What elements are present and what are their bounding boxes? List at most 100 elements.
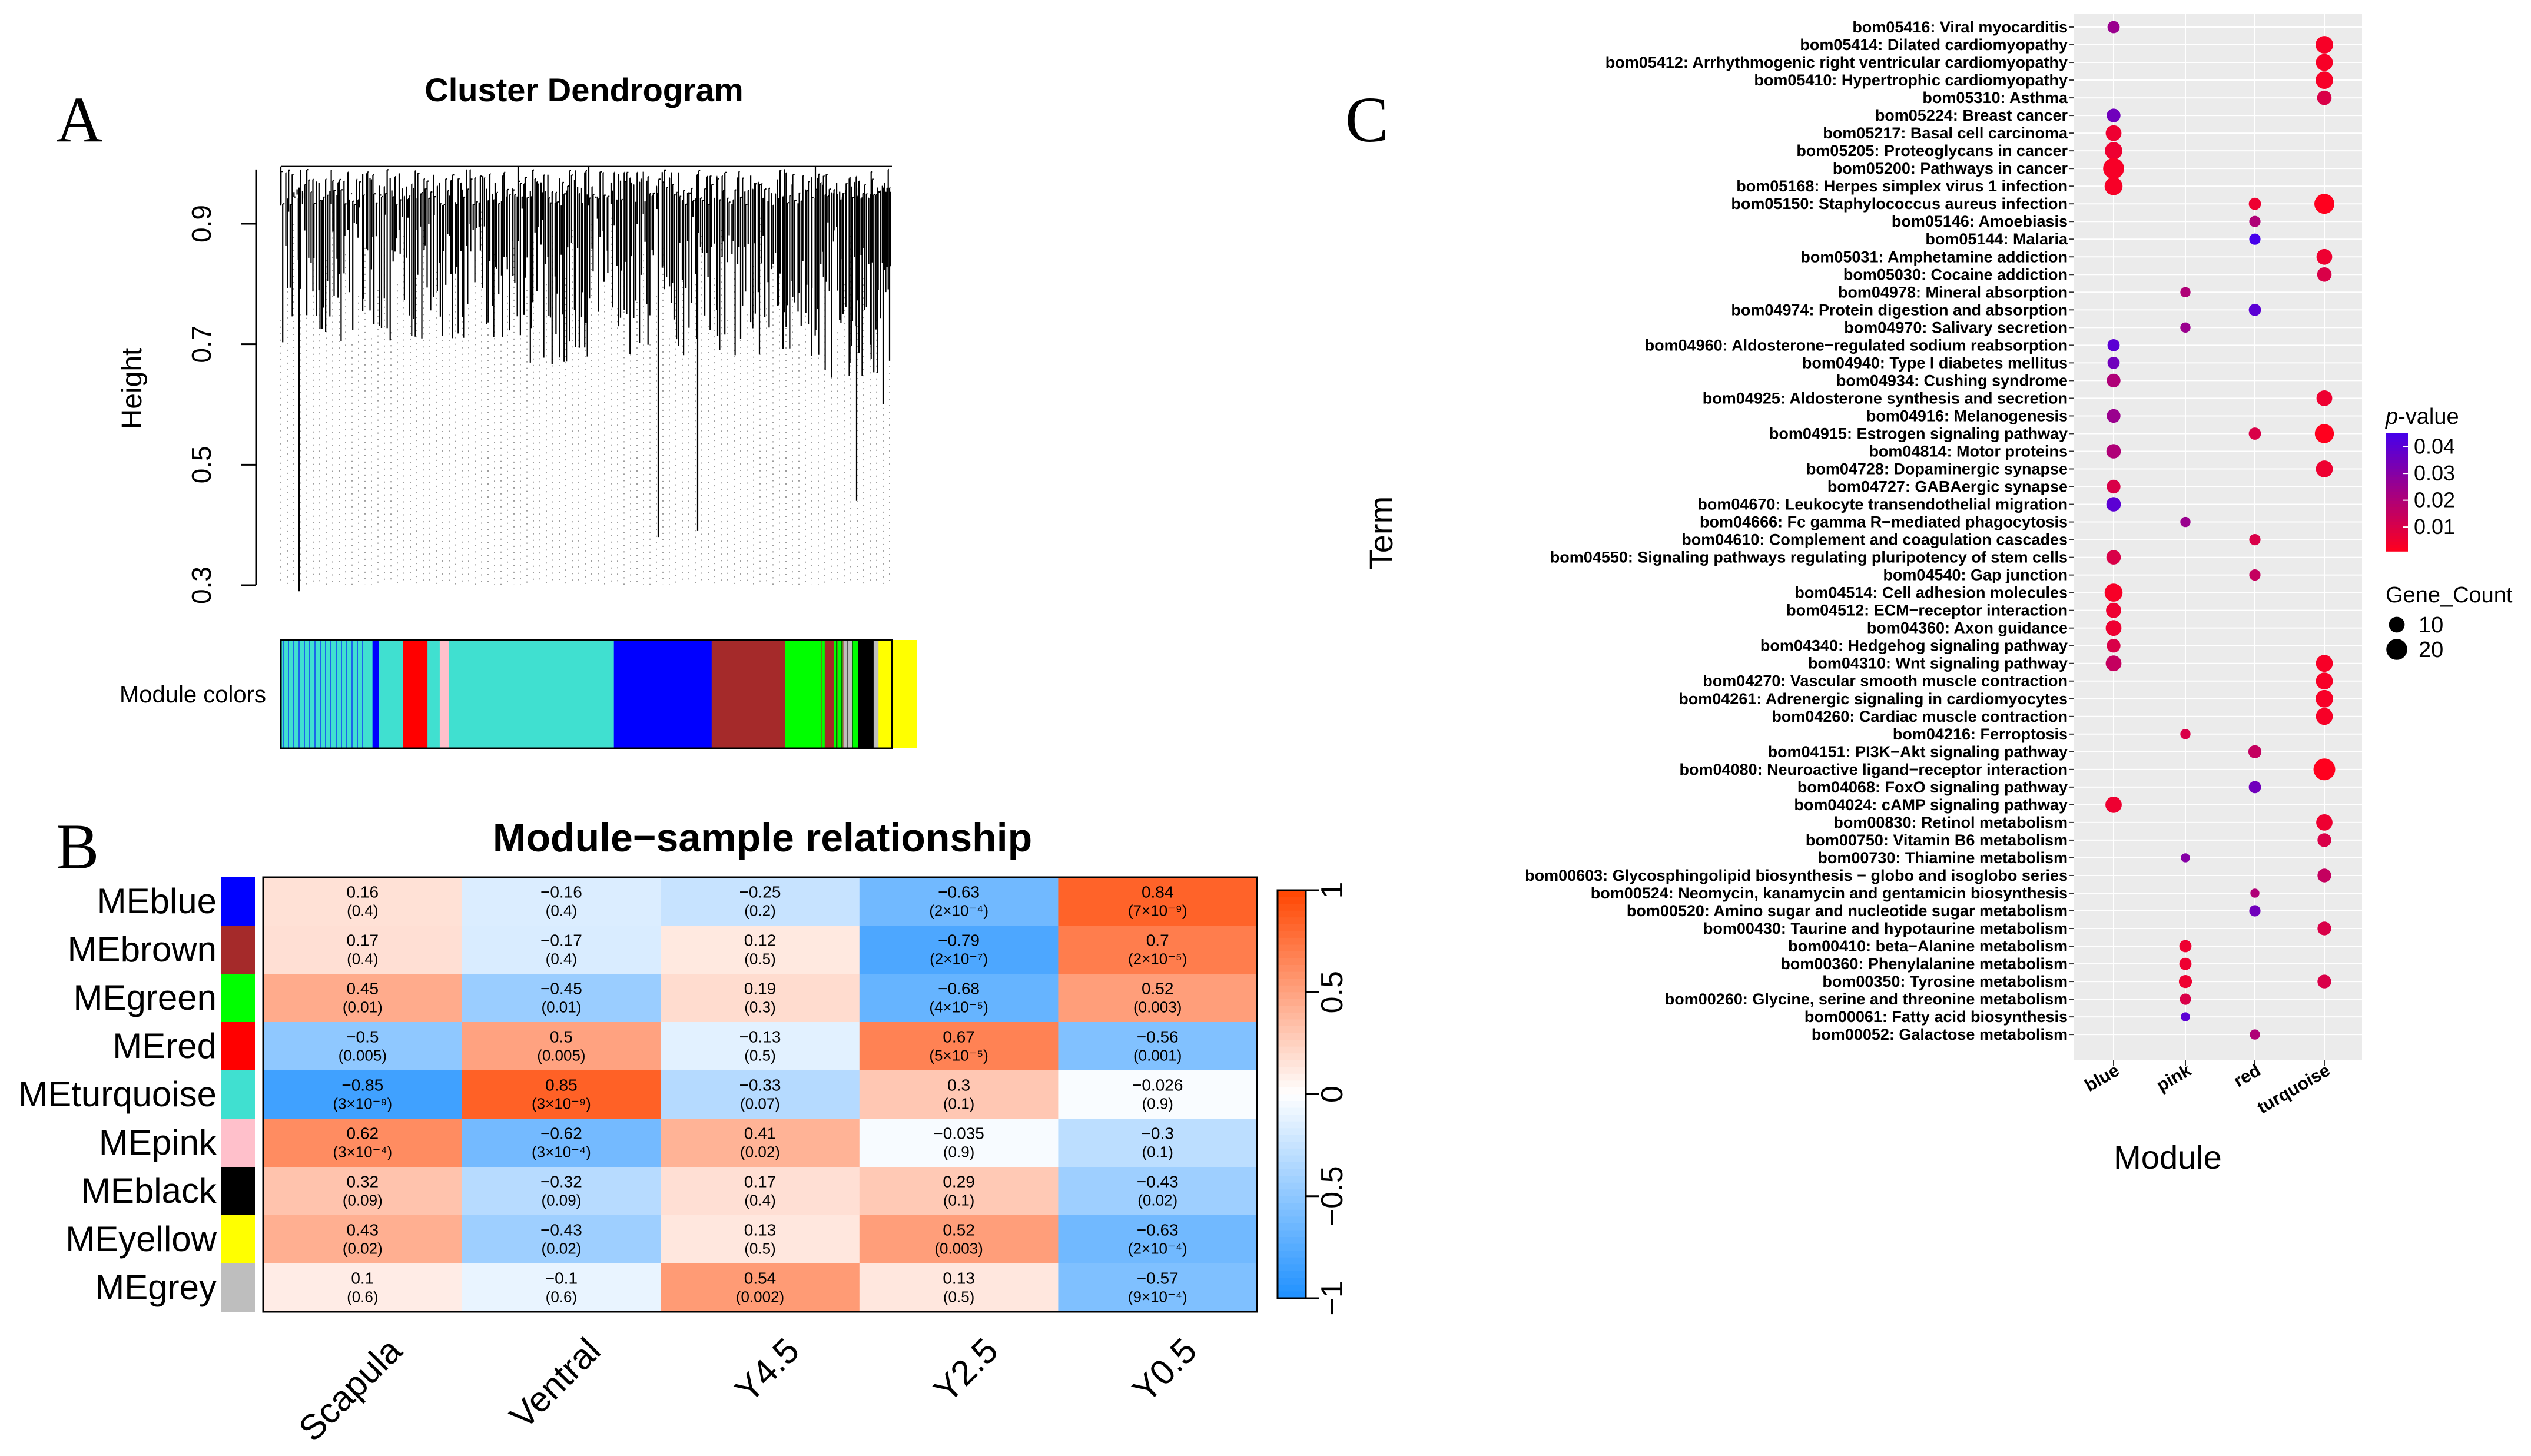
dotplot-term-label: bom04340: Hedgehog signaling pathway xyxy=(1760,637,2068,655)
dotplot-term-label: bom04960: Aldosterone−regulated sodium r… xyxy=(1645,336,2068,354)
heatmap-cells: 0.16(0.4)−0.16(0.4)−0.25(0.2)−0.63(2×10⁻… xyxy=(262,876,1258,1313)
colorbar-step xyxy=(1278,1257,1306,1265)
legend-p-tick-label: 0.03 xyxy=(2414,461,2455,485)
heatmap-cell xyxy=(462,1022,661,1071)
dotplot-point xyxy=(2250,888,2260,898)
dotplot-point xyxy=(2180,322,2191,333)
colorbar-step xyxy=(1278,1060,1306,1068)
heatmap-cell-pvalue: (4×10⁻⁵) xyxy=(929,999,988,1016)
heatmap-cell xyxy=(462,1167,661,1216)
dotplot-term-label: bom04080: Neuroactive ligand−receptor in… xyxy=(1680,761,2068,778)
dotplot-term-label: bom04925: Aldosterone synthesis and secr… xyxy=(1703,389,2068,407)
legend-p-gradient-step xyxy=(2386,489,2408,493)
heatmap-row-label: MEgrey xyxy=(95,1268,217,1307)
heatmap-cell xyxy=(462,1263,661,1312)
dotplot-point xyxy=(2181,1012,2190,1021)
legend-p-gradient-step xyxy=(2386,457,2408,460)
colorbar-tick-label: 1 xyxy=(1315,882,1349,899)
dotplot-point xyxy=(2181,853,2190,863)
dotplot-point xyxy=(2107,108,2121,122)
legend-p-gradient-step xyxy=(2386,525,2408,528)
legend-p-gradient-step xyxy=(2386,433,2408,437)
dotplot-term-label: bom00524: Neomycin, kanamycin and gentam… xyxy=(1591,884,2068,902)
heatmap-column-label: Ventral xyxy=(502,1331,608,1436)
dotplot-term-label: bom04728: Dopaminergic synapse xyxy=(1806,460,2068,478)
colorbar-step xyxy=(1278,951,1306,959)
heatmap-cell xyxy=(1058,1215,1258,1264)
legend-p-gradient-step xyxy=(2386,542,2408,546)
heatmap-cell-value: −0.32 xyxy=(540,1172,582,1190)
legend-p-gradient-step xyxy=(2386,472,2408,475)
legend-p-italic: p xyxy=(2385,404,2398,429)
dotplot-point xyxy=(2316,672,2333,690)
heatmap-cell-value: 0.13 xyxy=(943,1269,975,1287)
legend-p-gradient-step xyxy=(2386,501,2408,505)
dendrogram-y-tick-label: 0.5 xyxy=(186,446,217,483)
dotplot-term-label: bom05031: Amphetamine addiction xyxy=(1800,248,2068,266)
dotplot-term-label: bom00350: Tyrosine metabolism xyxy=(1822,973,2068,990)
legend-p-gradient-step xyxy=(2386,475,2408,478)
heatmap-cell-value: −0.25 xyxy=(739,883,781,901)
heatmap-cell-value: 0.52 xyxy=(1142,979,1174,997)
colorbar-step xyxy=(1278,1162,1306,1170)
dotplot-point xyxy=(2316,460,2333,477)
heatmap-row-label: MEred xyxy=(112,1026,217,1066)
legend-p-gradient-step xyxy=(2386,495,2408,499)
colorbar-step xyxy=(1278,1073,1306,1082)
colorbar-step xyxy=(1278,1209,1306,1218)
dotplot-term-label: bom05310: Asthma xyxy=(1922,89,2068,107)
heatmap-cell-value: 0.67 xyxy=(943,1027,975,1046)
legend-p-gradient-step xyxy=(2386,516,2408,519)
dotplot-term-label: bom05414: Dilated cardiomyopathy xyxy=(1800,36,2068,54)
heatmap-cell-value: −0.57 xyxy=(1137,1269,1179,1287)
legend-p-gradient-step xyxy=(2386,445,2408,449)
colorbar-step xyxy=(1278,1053,1306,1061)
dotplot-point xyxy=(2317,868,2331,883)
module-color-stripe xyxy=(325,640,326,748)
dotplot-point xyxy=(2105,125,2122,141)
colorbar-step xyxy=(1278,1264,1306,1272)
dotplot-point xyxy=(2317,267,2332,282)
dotplot-point xyxy=(2180,993,2191,1005)
dotplot-term-label: bom05416: Viral myocarditis xyxy=(1852,18,2068,36)
dotplot-term-label: bom04610: Complement and coagulation cas… xyxy=(1681,531,2068,549)
dotplot-point xyxy=(2248,745,2262,758)
dotplot-point xyxy=(2248,427,2261,440)
dotplot-point xyxy=(2179,940,2192,953)
dotplot-point xyxy=(2248,303,2261,316)
colorbar-tick-label: 0 xyxy=(1315,1086,1349,1103)
dendrogram-title: Cluster Dendrogram xyxy=(424,71,743,108)
dotplot-term-label: bom00520: Amino sugar and nucleotide sug… xyxy=(1627,902,2068,920)
heatmap-cell xyxy=(1058,1070,1258,1119)
heatmap-cell-value: −0.026 xyxy=(1132,1076,1183,1094)
heatmap-cell-value: 0.12 xyxy=(744,931,777,949)
module-color-segment xyxy=(613,640,712,748)
module-color-stripe xyxy=(827,640,828,748)
dotplot-term-label: bom04024: cAMP signaling pathway xyxy=(1794,796,2068,814)
colorbar-tick-label: −0.5 xyxy=(1315,1166,1349,1226)
colorbar-step xyxy=(1278,1251,1306,1258)
heatmap-cell xyxy=(462,1070,661,1119)
module-color-stripe xyxy=(304,640,305,748)
heatmap-cell xyxy=(462,877,661,926)
legend-p-gradient-step xyxy=(2386,533,2408,537)
dotplot-term-label: bom04550: Signaling pathways regulating … xyxy=(1550,549,2068,566)
dotplot-point xyxy=(2107,639,2121,653)
colorbar-step xyxy=(1278,1216,1306,1224)
heatmap-cell-value: 0.52 xyxy=(943,1220,975,1239)
panel-letter-a: A xyxy=(56,84,102,155)
colorbar-step xyxy=(1278,1087,1306,1095)
legend-gene-count-label: 10 xyxy=(2419,613,2443,638)
legend-p-gradient-step xyxy=(2386,460,2408,463)
dotplot-term-label: bom04974: Protein digestion and absorpti… xyxy=(1731,301,2068,319)
legend-p-gradient-step xyxy=(2386,536,2408,540)
heatmap-cell xyxy=(661,1070,860,1119)
heatmap-cell-pvalue: (0.1) xyxy=(943,1095,974,1113)
heatmap-cell-pvalue: (7×10⁻⁹) xyxy=(1128,902,1187,920)
module-color-stripe xyxy=(837,640,838,748)
legend-p-tick-label: 0.04 xyxy=(2414,435,2455,459)
legend-p-gradient-step xyxy=(2386,528,2408,531)
dendrogram-ylabel: Height xyxy=(117,348,148,430)
